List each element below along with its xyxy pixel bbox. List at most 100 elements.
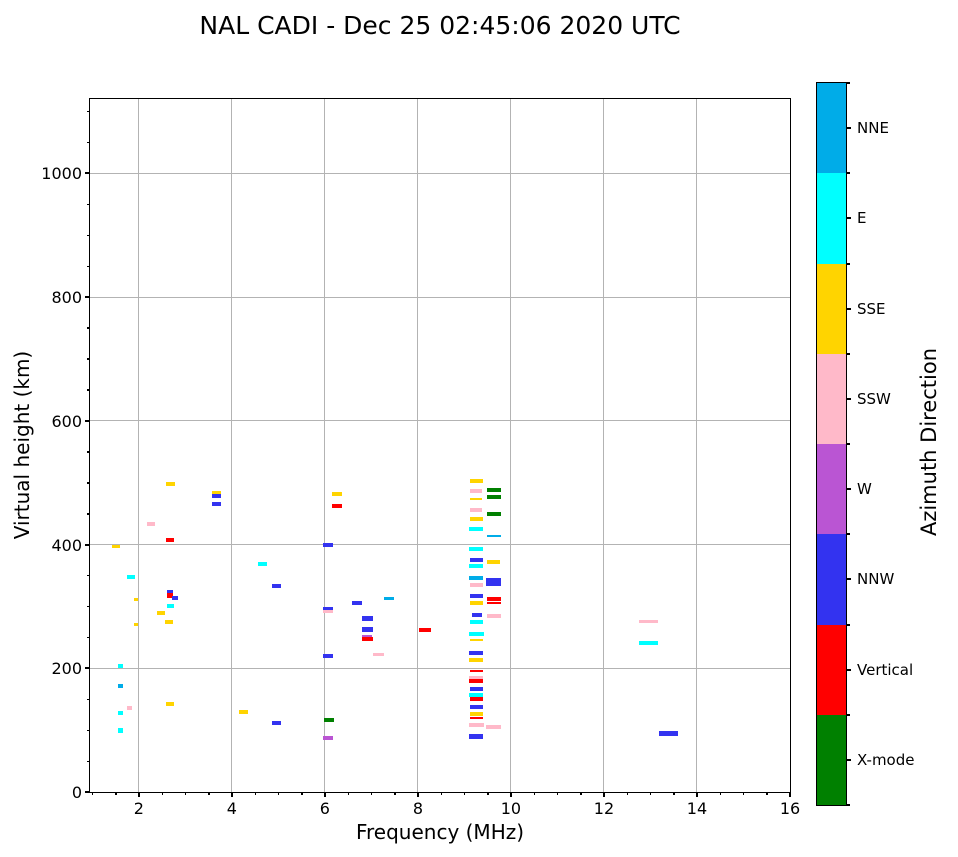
y-minor-tick xyxy=(87,203,90,206)
data-point xyxy=(470,489,483,494)
x-minor-tick xyxy=(463,792,466,795)
x-axis-label: Frequency (MHz) xyxy=(355,820,525,844)
data-point xyxy=(322,606,333,611)
x-minor-tick xyxy=(91,792,94,795)
data-point xyxy=(486,495,501,500)
data-point xyxy=(486,613,501,618)
data-point xyxy=(362,616,374,622)
x-minor-tick xyxy=(161,792,164,795)
colorbar-boundary-tick xyxy=(846,352,850,355)
data-point xyxy=(211,491,221,496)
y-minor-tick xyxy=(87,605,90,608)
data-point xyxy=(469,546,484,551)
x-gridline xyxy=(231,99,233,792)
y-minor-tick xyxy=(87,729,90,732)
x-minor-tick xyxy=(487,792,489,795)
y-tick-label: 800 xyxy=(51,288,82,307)
data-point xyxy=(468,631,484,636)
y-minor-tick xyxy=(87,636,90,639)
data-point xyxy=(469,697,483,702)
y-minor-tick xyxy=(87,698,90,701)
data-point xyxy=(470,508,483,513)
data-point xyxy=(469,679,484,684)
x-gridline xyxy=(324,99,326,792)
data-point xyxy=(272,721,282,726)
data-point xyxy=(165,619,174,624)
data-point xyxy=(257,562,267,567)
colorbar-segment-w xyxy=(817,444,846,535)
colorbar-tick-label: X-mode xyxy=(857,750,915,769)
data-point xyxy=(469,593,483,598)
data-point xyxy=(166,604,174,609)
colorbar-center-tick xyxy=(846,307,851,310)
data-point xyxy=(469,582,483,587)
y-gridline xyxy=(90,296,790,298)
data-point xyxy=(127,706,133,711)
data-point xyxy=(469,479,483,484)
colorbar-boundary-tick xyxy=(846,172,850,175)
x-minor-tick xyxy=(649,792,652,795)
y-major-tick xyxy=(85,419,90,422)
colorbar-boundary-tick xyxy=(846,443,850,445)
data-point xyxy=(322,542,333,547)
x-major-tick xyxy=(230,792,233,797)
x-minor-tick xyxy=(347,792,350,795)
data-point xyxy=(238,709,248,714)
colorbar xyxy=(816,82,847,806)
data-point xyxy=(118,683,124,688)
x-major-tick xyxy=(416,792,419,797)
y-major-tick xyxy=(85,667,90,670)
x-major-tick xyxy=(137,792,140,797)
colorbar-segment-x xyxy=(817,714,846,805)
x-minor-tick xyxy=(556,792,559,795)
data-point xyxy=(469,650,484,655)
x-major-tick xyxy=(323,792,326,797)
colorbar-boundary-tick xyxy=(846,262,850,265)
data-point xyxy=(638,640,658,645)
x-minor-tick xyxy=(301,792,303,795)
colorbar-boundary-tick xyxy=(846,804,850,806)
colorbar-boundary-tick xyxy=(846,82,850,84)
data-point xyxy=(362,637,374,642)
data-point xyxy=(469,717,483,720)
data-point xyxy=(486,511,501,516)
data-point xyxy=(324,718,335,723)
data-point xyxy=(486,601,501,604)
colorbar-segment-e xyxy=(817,173,846,264)
x-gridline xyxy=(603,99,605,792)
x-minor-tick xyxy=(766,792,768,795)
data-point xyxy=(322,609,333,613)
colorbar-tick-label: E xyxy=(857,209,867,228)
data-point xyxy=(172,596,179,601)
data-point xyxy=(165,482,175,487)
x-major-tick xyxy=(509,792,512,797)
x-minor-tick xyxy=(440,792,443,795)
data-point xyxy=(486,488,501,493)
y-minor-tick xyxy=(87,358,90,360)
data-point xyxy=(147,522,156,527)
x-gridline xyxy=(417,99,419,792)
x-gridline xyxy=(510,99,512,792)
colorbar-boundary-tick xyxy=(846,713,850,716)
x-tick-label: 6 xyxy=(319,799,330,818)
colorbar-segment-ssw xyxy=(817,353,846,444)
x-minor-tick xyxy=(394,792,396,795)
data-point xyxy=(118,711,124,716)
data-point xyxy=(362,627,374,633)
y-tick-label: 600 xyxy=(51,411,82,431)
data-point xyxy=(469,639,483,642)
y-gridline xyxy=(90,172,790,174)
colorbar-center-tick xyxy=(846,127,851,130)
data-point xyxy=(418,627,431,632)
data-point xyxy=(487,559,501,564)
data-point xyxy=(486,535,501,538)
x-minor-tick xyxy=(673,792,675,795)
data-point xyxy=(468,723,484,728)
colorbar-boundary-tick xyxy=(846,623,850,626)
data-point xyxy=(469,712,483,717)
data-point xyxy=(118,727,124,733)
data-point xyxy=(638,620,658,624)
data-point xyxy=(156,611,165,616)
data-point xyxy=(272,583,282,588)
